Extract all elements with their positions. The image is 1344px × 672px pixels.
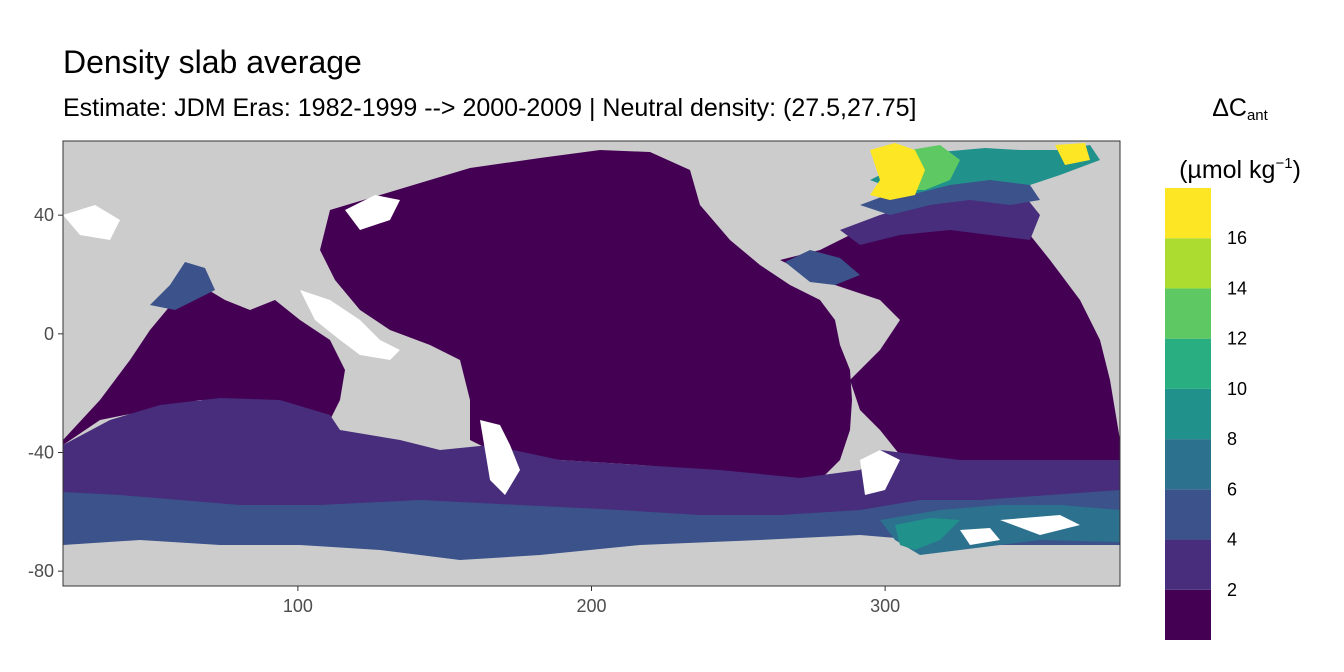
chart-subtitle: Estimate: JDM Eras: 1982-1999 --> 2000-2…	[63, 94, 917, 122]
legend-break-label: 14	[1227, 278, 1247, 298]
x-tick-label: 100	[283, 596, 313, 616]
legend-subscript: ant	[1246, 107, 1268, 124]
legend-title: ΔCant (µmol kg−1)	[1150, 84, 1330, 194]
legend-break-label: 12	[1227, 329, 1247, 349]
chart-title: Density slab average	[63, 44, 362, 80]
y-tick-label: -80	[28, 561, 54, 581]
y-tick-label: 0	[44, 324, 54, 344]
southern-ocean-band-1	[63, 398, 1120, 530]
caribbean-sea	[785, 250, 860, 285]
legend-swatch	[1165, 388, 1211, 440]
legend-unit-exponent: −1	[1275, 155, 1293, 172]
north-atlantic-band-6	[1055, 143, 1090, 165]
legend-unit-close: )	[1292, 156, 1301, 184]
pacific-ocean	[320, 150, 852, 480]
legend-swatch	[1165, 439, 1211, 490]
no-data-patch-3	[860, 450, 900, 495]
y-tick-label: -40	[28, 443, 54, 463]
antarctica	[63, 540, 1120, 586]
legend-swatch	[1165, 539, 1211, 590]
legend-swatch	[1165, 188, 1211, 239]
legend-symbol: ΔC	[1212, 94, 1247, 122]
atlantic-ocean	[780, 210, 1120, 470]
legend-colorbar: 2 4 6 8 10 12 14 16	[1165, 188, 1247, 640]
y-tick-label: 40	[34, 205, 54, 225]
legend-break-label: 8	[1227, 429, 1237, 449]
no-data-patch-1	[300, 290, 400, 360]
ocean-field	[63, 143, 1120, 586]
southern-ocean-band-2	[63, 490, 1120, 560]
x-tick-label: 300	[870, 596, 900, 616]
legend-break-label: 4	[1227, 530, 1237, 550]
legend-break-label: 10	[1227, 379, 1247, 399]
legend-unit: (µmol kg	[1179, 156, 1276, 184]
indian-ocean	[63, 285, 345, 445]
x-tick-label: 200	[576, 596, 606, 616]
legend-swatch	[1165, 589, 1211, 640]
arabian-sea	[150, 262, 215, 310]
legend-swatch	[1165, 238, 1211, 289]
no-data-patch-4	[960, 528, 1000, 545]
southern-ocean-band-4	[895, 518, 960, 550]
no-data-patch-5	[1000, 515, 1080, 535]
no-data-patch-2	[480, 420, 520, 495]
legend-break-label: 6	[1227, 479, 1237, 499]
no-data-patch-7	[345, 195, 400, 230]
legend-break-label: 2	[1227, 580, 1237, 600]
legend-swatch	[1165, 489, 1211, 540]
no-data-patch-6	[63, 205, 120, 240]
legend-swatch	[1165, 338, 1211, 389]
north-atlantic-band-5	[870, 143, 925, 200]
legend-break-label: 16	[1227, 228, 1247, 248]
legend-swatch	[1165, 288, 1211, 339]
